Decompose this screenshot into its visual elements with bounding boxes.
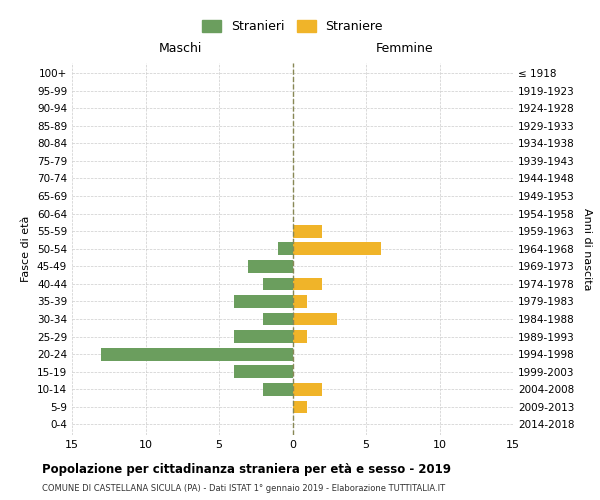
Bar [293,383,322,396]
Text: Maschi: Maschi [158,42,202,55]
Bar [293,400,307,413]
Bar [263,312,293,326]
Legend: Stranieri, Straniere: Stranieri, Straniere [198,16,387,37]
Bar [293,312,337,326]
Bar [293,242,381,255]
Text: Popolazione per cittadinanza straniera per età e sesso - 2019: Popolazione per cittadinanza straniera p… [42,462,451,475]
Bar [278,242,293,255]
Bar [263,278,293,290]
Y-axis label: Fasce di età: Fasce di età [22,216,31,282]
Bar [263,383,293,396]
Bar [101,348,293,360]
Bar [234,295,293,308]
Bar [248,260,293,272]
Y-axis label: Anni di nascita: Anni di nascita [581,208,592,290]
Text: Femmine: Femmine [376,42,434,55]
Bar [234,330,293,343]
Bar [293,225,322,237]
Bar [293,278,322,290]
Bar [293,330,307,343]
Bar [293,295,307,308]
Bar [234,366,293,378]
Text: COMUNE DI CASTELLANA SICULA (PA) - Dati ISTAT 1° gennaio 2019 - Elaborazione TUT: COMUNE DI CASTELLANA SICULA (PA) - Dati … [42,484,445,493]
